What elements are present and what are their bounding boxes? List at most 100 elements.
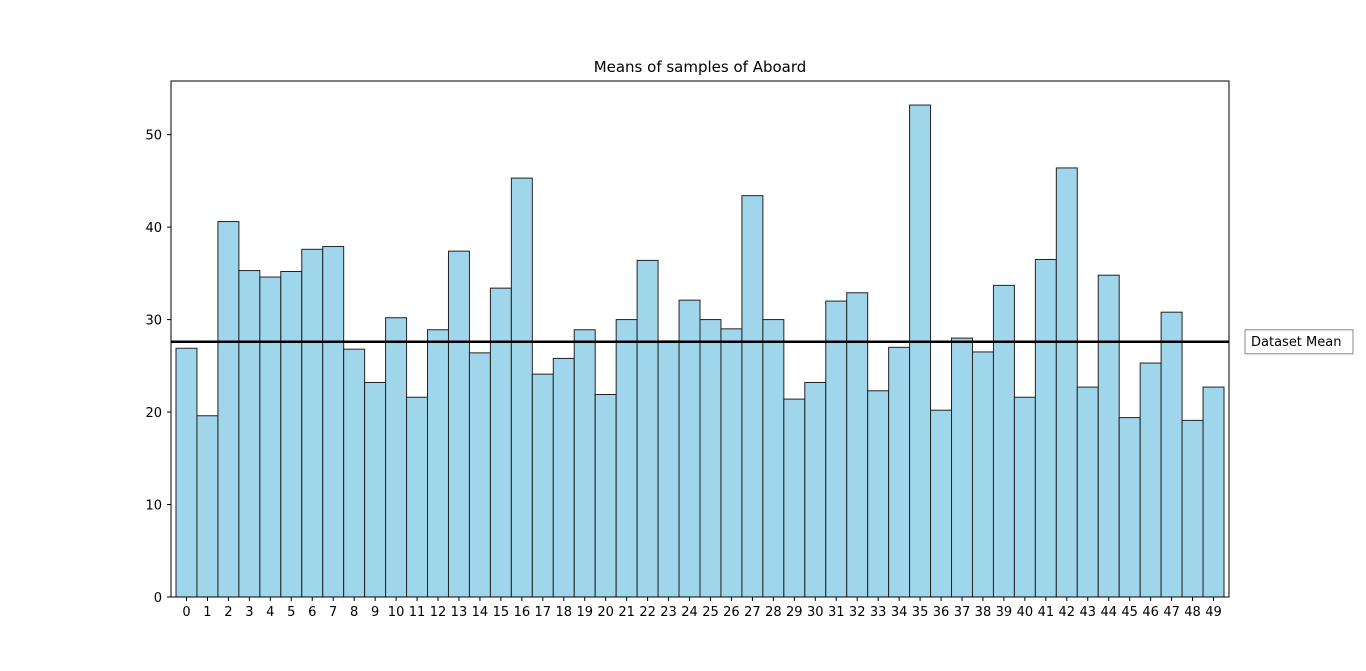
x-tick-label: 4 — [266, 605, 274, 620]
x-tick-label: 3 — [245, 605, 253, 620]
bar-25 — [699, 319, 722, 598]
bar-4 — [259, 276, 282, 598]
x-tick-label: 26 — [723, 605, 740, 620]
bar-22 — [636, 259, 659, 598]
x-tick-label: 22 — [639, 605, 656, 620]
bar-23 — [657, 340, 680, 598]
x-tick-label: 1 — [203, 605, 211, 620]
x-tick-label: 36 — [933, 605, 950, 620]
x-tick-label: 8 — [350, 605, 358, 620]
x-tick-label: 42 — [1059, 605, 1076, 620]
x-tick-label: 47 — [1163, 605, 1180, 620]
bar-11 — [406, 396, 429, 598]
x-tick-label: 5 — [287, 605, 295, 620]
x-tick-label: 35 — [912, 605, 929, 620]
y-axis: 0 10 20 30 40 50 — [145, 129, 171, 606]
bar-28 — [762, 319, 785, 598]
bar-16 — [510, 177, 533, 598]
plot-frame — [170, 80, 1230, 598]
x-tick-label: 31 — [828, 605, 845, 620]
x-tick-label: 25 — [702, 605, 719, 620]
bar-1 — [196, 415, 219, 598]
bar-32 — [846, 292, 869, 598]
legend-label-dataset-mean: Dataset Mean — [1251, 335, 1341, 350]
x-tick-label: 33 — [870, 605, 887, 620]
x-tick-label: 48 — [1184, 605, 1201, 620]
bar-8 — [343, 348, 366, 598]
y-tick-label: 40 — [145, 221, 162, 236]
bar-39 — [992, 284, 1015, 598]
bar-18 — [552, 357, 575, 598]
bar-49 — [1202, 386, 1225, 598]
y-tick-label: 30 — [145, 314, 162, 329]
x-tick-label: 0 — [182, 605, 190, 620]
x-tick-label: 10 — [388, 605, 405, 620]
bar-44 — [1097, 274, 1120, 598]
x-tick-label: 27 — [744, 605, 761, 620]
legend: Dataset Mean — [1244, 329, 1354, 355]
x-tick-label: 38 — [975, 605, 992, 620]
x-tick-label: 41 — [1038, 605, 1055, 620]
bar-48 — [1181, 419, 1204, 598]
x-tick-label: 29 — [786, 605, 803, 620]
x-tick-label: 37 — [954, 605, 971, 620]
x-tick-label: 12 — [430, 605, 447, 620]
x-tick-label: 43 — [1079, 605, 1096, 620]
bar-26 — [720, 328, 743, 598]
bar-10 — [385, 317, 408, 598]
x-tick-label: 9 — [371, 605, 379, 620]
y-tick-label: 10 — [145, 499, 162, 514]
y-tick-label: 20 — [145, 406, 162, 421]
bar-14 — [468, 352, 491, 598]
bar-6 — [301, 248, 324, 598]
x-tick-label: 19 — [576, 605, 593, 620]
x-tick-label: 16 — [514, 605, 531, 620]
bar-3 — [238, 270, 261, 598]
x-tick-label: 32 — [849, 605, 866, 620]
bar-15 — [489, 287, 512, 598]
bar-9 — [364, 381, 387, 598]
bar-17 — [531, 373, 554, 598]
bar-24 — [678, 299, 701, 598]
x-tick-label: 34 — [891, 605, 908, 620]
bar-43 — [1076, 386, 1099, 598]
bars-group — [175, 104, 1225, 598]
y-tick-label: 50 — [145, 129, 162, 144]
bar-27 — [741, 195, 764, 598]
bar-12 — [427, 329, 449, 598]
x-tick-label: 40 — [1017, 605, 1034, 620]
bar-2 — [217, 221, 240, 598]
x-tick-label: 45 — [1121, 605, 1138, 620]
bar-36 — [930, 409, 953, 598]
legend-box — [1244, 329, 1354, 355]
bar-42 — [1055, 167, 1078, 598]
x-tick-label: 15 — [493, 605, 510, 620]
x-tick-label: 21 — [618, 605, 635, 620]
bar-47 — [1160, 311, 1183, 598]
bar-30 — [804, 381, 827, 598]
bar-35 — [909, 104, 932, 598]
x-tick-label: 17 — [535, 605, 552, 620]
bar-0 — [175, 347, 198, 598]
x-axis: 0 1 2 3 4 5 6 7 8 9 10 11 12 13 14 15 16 17 18 19 20 21 22 23 24… — [182, 597, 1222, 620]
bar-45 — [1118, 417, 1141, 598]
bar-40 — [1013, 396, 1036, 598]
x-tick-label: 44 — [1100, 605, 1117, 620]
x-tick-label: 39 — [996, 605, 1013, 620]
x-tick-label: 11 — [409, 605, 426, 620]
bar-41 — [1034, 258, 1057, 598]
x-tick-label: 13 — [451, 605, 468, 620]
bar-21 — [615, 319, 638, 598]
x-tick-label: 14 — [472, 605, 489, 620]
bar-38 — [971, 351, 994, 598]
x-tick-label: 49 — [1205, 605, 1222, 620]
x-tick-label: 28 — [765, 605, 782, 620]
y-tick-label: 0 — [154, 591, 162, 606]
bar-13 — [447, 250, 470, 598]
x-tick-label: 18 — [555, 605, 572, 620]
x-tick-label: 23 — [660, 605, 677, 620]
chart-title: Means of samples of Aboard — [594, 58, 807, 76]
x-tick-label: 2 — [224, 605, 232, 620]
x-tick-label: 30 — [807, 605, 824, 620]
